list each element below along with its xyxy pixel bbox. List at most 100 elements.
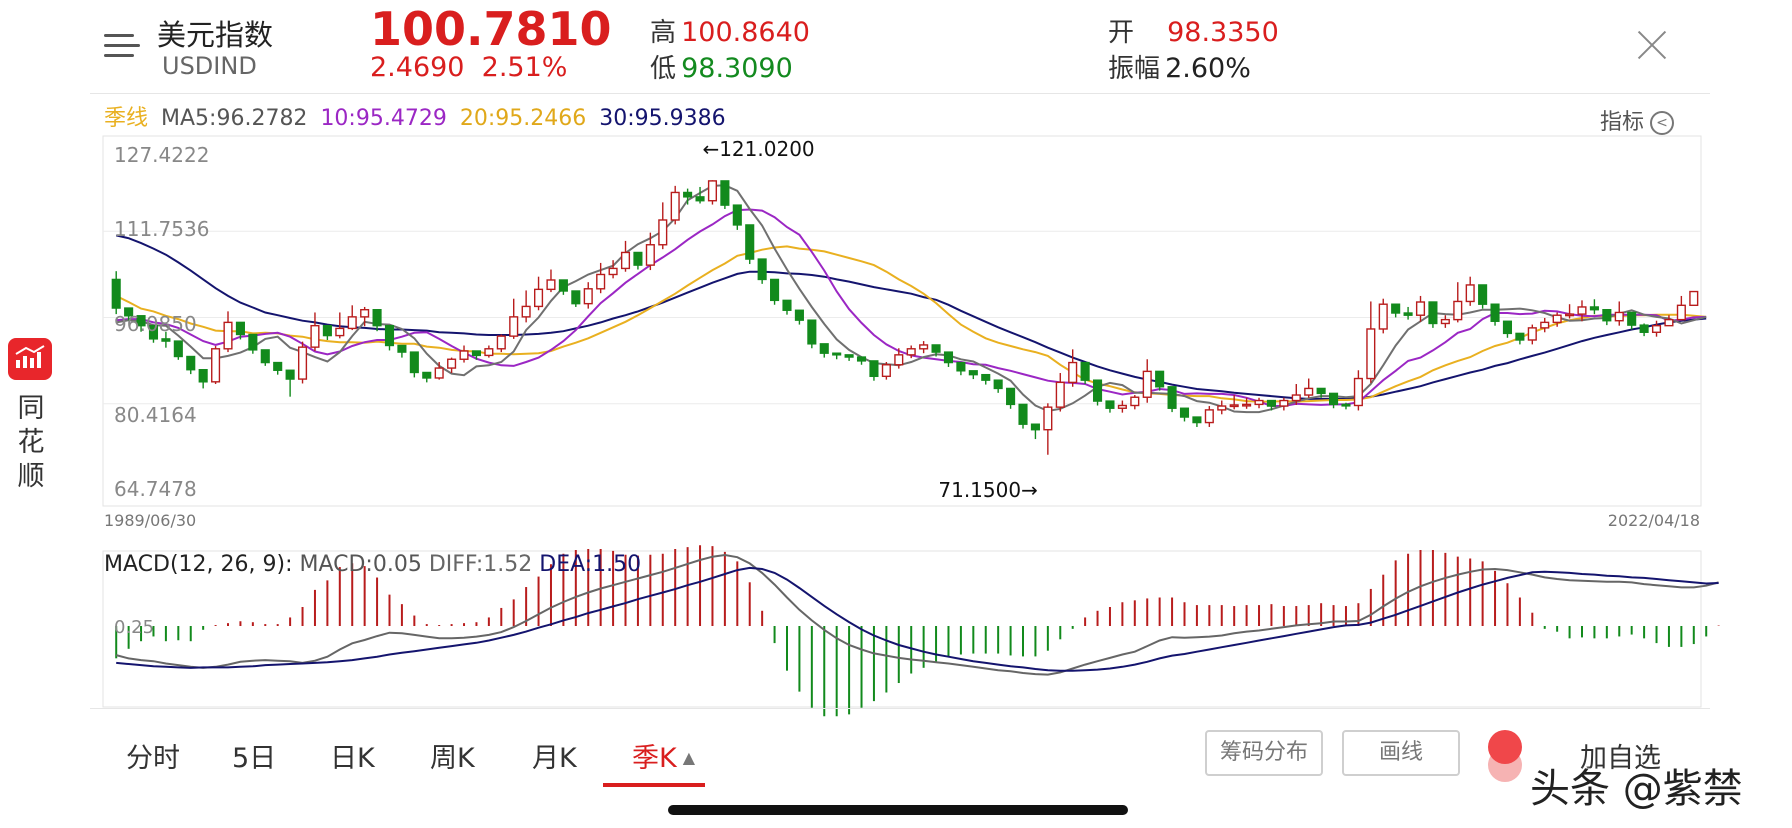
tab-weekly[interactable]: 周K	[430, 743, 475, 774]
candle-body	[521, 305, 531, 318]
candle-body	[496, 335, 506, 350]
candle-body	[1341, 403, 1351, 407]
candle-body	[1478, 284, 1488, 305]
candle-body	[1378, 303, 1388, 330]
candle-body	[1304, 387, 1314, 396]
candle-body	[956, 361, 966, 372]
menu-icon[interactable]	[104, 30, 140, 62]
candle-body	[223, 321, 233, 350]
candle-body	[509, 316, 519, 337]
instrument-name: 美元指数	[157, 18, 274, 52]
tab-daily[interactable]: 日K	[330, 743, 375, 774]
tabs-divider	[90, 708, 1710, 709]
low-label: 低	[650, 54, 677, 84]
candle-body	[347, 316, 357, 330]
candle-body	[1018, 403, 1028, 425]
candle-body	[260, 349, 270, 364]
candle-body	[1266, 399, 1276, 407]
candle-body	[720, 180, 730, 206]
candle-body	[571, 290, 581, 305]
candle-body	[906, 348, 916, 356]
header-divider	[90, 93, 1710, 94]
low-stat: 低 98.3090	[650, 48, 793, 85]
candle-body	[1117, 404, 1127, 409]
y-tick-label: 64.7478	[114, 477, 197, 501]
candle-body	[596, 273, 606, 290]
caret-up-icon: ▲	[682, 748, 696, 767]
tab-quarterly[interactable]: 季K ▲	[632, 736, 695, 775]
amplitude-label: 振幅	[1108, 54, 1161, 84]
change-value: 2.4690	[370, 52, 465, 83]
candle-body	[534, 288, 544, 308]
low-value: 98.3090	[681, 53, 793, 84]
chip-distribution-button[interactable]: 筹码分布	[1205, 730, 1323, 776]
candle-body	[1602, 309, 1612, 322]
candle-body	[1030, 423, 1040, 431]
watermark: 头条 @紫禁	[1530, 766, 1743, 812]
candle-body	[1242, 403, 1252, 407]
candle-body	[732, 204, 742, 226]
ma30-line	[115, 234, 1707, 400]
candle-body	[285, 369, 295, 380]
tab-monthly[interactable]: 月K	[532, 743, 577, 774]
candle-body	[198, 369, 208, 383]
candle-body	[546, 279, 556, 291]
tab-5day[interactable]: 5日	[232, 743, 277, 774]
candle-body	[1105, 400, 1115, 409]
diff-value: DIFF:1.52	[428, 552, 533, 577]
candle-body	[1167, 386, 1177, 409]
candle-body	[1068, 361, 1078, 384]
candle-body	[1453, 300, 1463, 321]
candle-body	[148, 324, 159, 340]
price-change: 2.4690 2.51%	[370, 52, 567, 83]
candle-body	[832, 352, 842, 356]
macd-y-tick: 0.25	[114, 617, 154, 638]
candle-body	[372, 309, 382, 327]
macd-lines	[115, 553, 1719, 676]
max-annotation: ←121.0200	[702, 137, 814, 161]
candle-body	[1192, 416, 1202, 424]
draw-line-button[interactable]: 画线	[1342, 730, 1460, 776]
y-tick-label: 96.0850	[114, 312, 197, 336]
home-indicator[interactable]	[668, 805, 1128, 815]
candle-body	[670, 191, 680, 221]
candle-body	[981, 373, 991, 381]
tab-intraday[interactable]: 分时	[126, 743, 180, 774]
candle-body	[1515, 332, 1525, 341]
macd-grid	[102, 550, 1702, 708]
y-tick-label: 80.4164	[114, 403, 197, 427]
candle-body	[782, 299, 792, 311]
macd-title: MACD(12, 26, 9):	[104, 552, 293, 577]
candle-body	[1217, 405, 1227, 411]
macd-histogram	[115, 545, 1720, 717]
candle-body	[931, 344, 941, 353]
candle-body	[745, 224, 755, 260]
app-name-char: 花	[17, 427, 45, 458]
high-value: 100.8640	[681, 17, 810, 48]
candle-body	[384, 324, 395, 347]
candle-body	[1527, 327, 1537, 341]
candle-body	[1043, 406, 1053, 431]
candles	[111, 180, 1699, 455]
open-stat: 开 98.3350	[1108, 12, 1279, 49]
candle-body	[844, 354, 854, 358]
candle-body	[869, 360, 879, 378]
ma-legend: 季线 MA5:96.2782 10:95.4729 20:95.2466 30:…	[104, 100, 732, 132]
candle-body	[397, 344, 407, 353]
candle-body	[273, 361, 283, 371]
macd-value: MACD:0.05	[299, 552, 422, 577]
add-favorite-button[interactable]: 加自选	[1580, 743, 1661, 774]
candle-body	[1689, 290, 1699, 307]
candle-body	[1565, 313, 1575, 317]
candle-body	[1229, 404, 1239, 408]
candle-body	[409, 351, 419, 374]
ma20-legend: 20:95.2466	[459, 106, 587, 131]
active-tab-indicator	[603, 783, 705, 787]
candle-body	[1092, 379, 1103, 402]
indicator-button[interactable]: 指标 <	[1600, 104, 1675, 136]
candle-body	[484, 348, 494, 357]
candle-body	[1651, 324, 1662, 333]
candle-body	[1627, 311, 1637, 326]
app-logo[interactable]	[8, 338, 52, 380]
